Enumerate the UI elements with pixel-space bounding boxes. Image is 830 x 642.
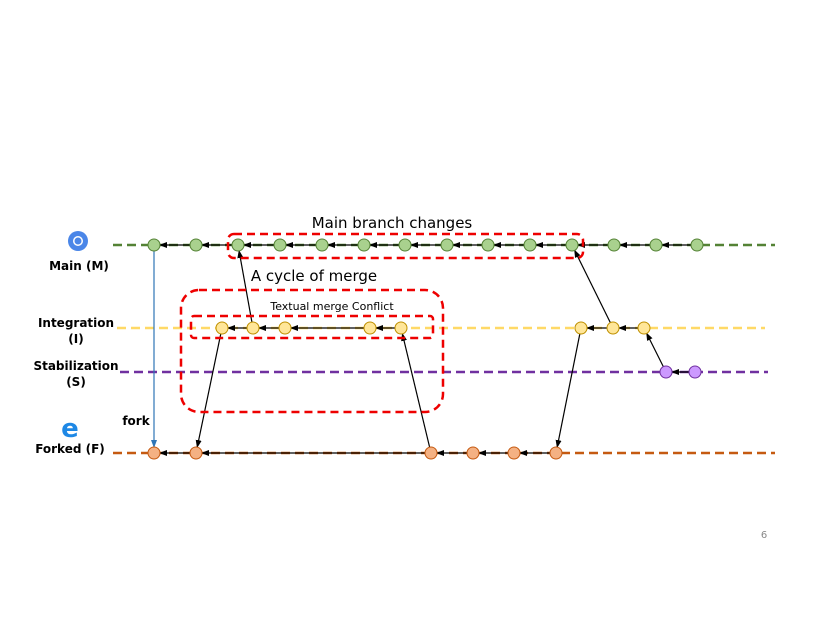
merge-arrow (401, 332, 431, 448)
commit-node (357, 238, 371, 252)
svg-text:e: e (61, 414, 79, 444)
commit-node (363, 321, 377, 335)
branch-label: (I) (68, 332, 83, 346)
commit-node (231, 238, 245, 252)
commit-node (659, 365, 673, 379)
commit-node (549, 446, 563, 460)
conflict-box (189, 314, 435, 340)
commit-node (574, 321, 588, 335)
commit-node (398, 238, 412, 252)
merge-arrow (574, 249, 611, 323)
commit-node (507, 446, 521, 460)
annotation: A cycle of merge (251, 267, 377, 285)
branch-lines (113, 243, 775, 455)
page-number: 6 (761, 530, 767, 541)
commit-node (394, 321, 408, 335)
branch-label: Stabilization (33, 359, 118, 373)
commit-node (649, 238, 663, 252)
commit-node (424, 446, 438, 460)
chrome-icon (68, 231, 88, 251)
commit-node (690, 238, 704, 252)
commit-node (481, 238, 495, 252)
annotation: Main branch changes (312, 214, 473, 232)
commit-node (147, 446, 161, 460)
commit-node (215, 321, 229, 335)
commit-node (440, 238, 454, 252)
merge-cycle-box (179, 288, 445, 414)
merge-arrow (237, 249, 253, 323)
merge-arrow (195, 333, 222, 449)
commits (147, 238, 704, 460)
commit-node (565, 238, 579, 252)
branch-label: Integration (38, 316, 114, 330)
commit-node (607, 238, 621, 252)
branch-label: (S) (66, 375, 86, 389)
edge-icon: e (61, 414, 79, 444)
commit-node (273, 238, 287, 252)
branch-label: Main (M) (49, 259, 109, 273)
commit-node (688, 365, 702, 379)
commit-node (246, 321, 260, 335)
commit-node (189, 446, 203, 460)
merge-links (159, 242, 691, 456)
commit-node (147, 238, 161, 252)
annotation: Textual merge Conflict (269, 300, 394, 313)
merge-arrow (555, 333, 581, 449)
commit-node (606, 321, 620, 335)
commit-node (637, 321, 651, 335)
main-changes-box (226, 232, 585, 260)
fork-label: fork (122, 414, 150, 428)
branch-label: Forked (F) (35, 442, 105, 456)
commit-node (278, 321, 292, 335)
merge-arrow (646, 332, 664, 367)
commit-node (523, 238, 537, 252)
commit-node (466, 446, 480, 460)
commit-node (315, 238, 329, 252)
commit-node (189, 238, 203, 252)
